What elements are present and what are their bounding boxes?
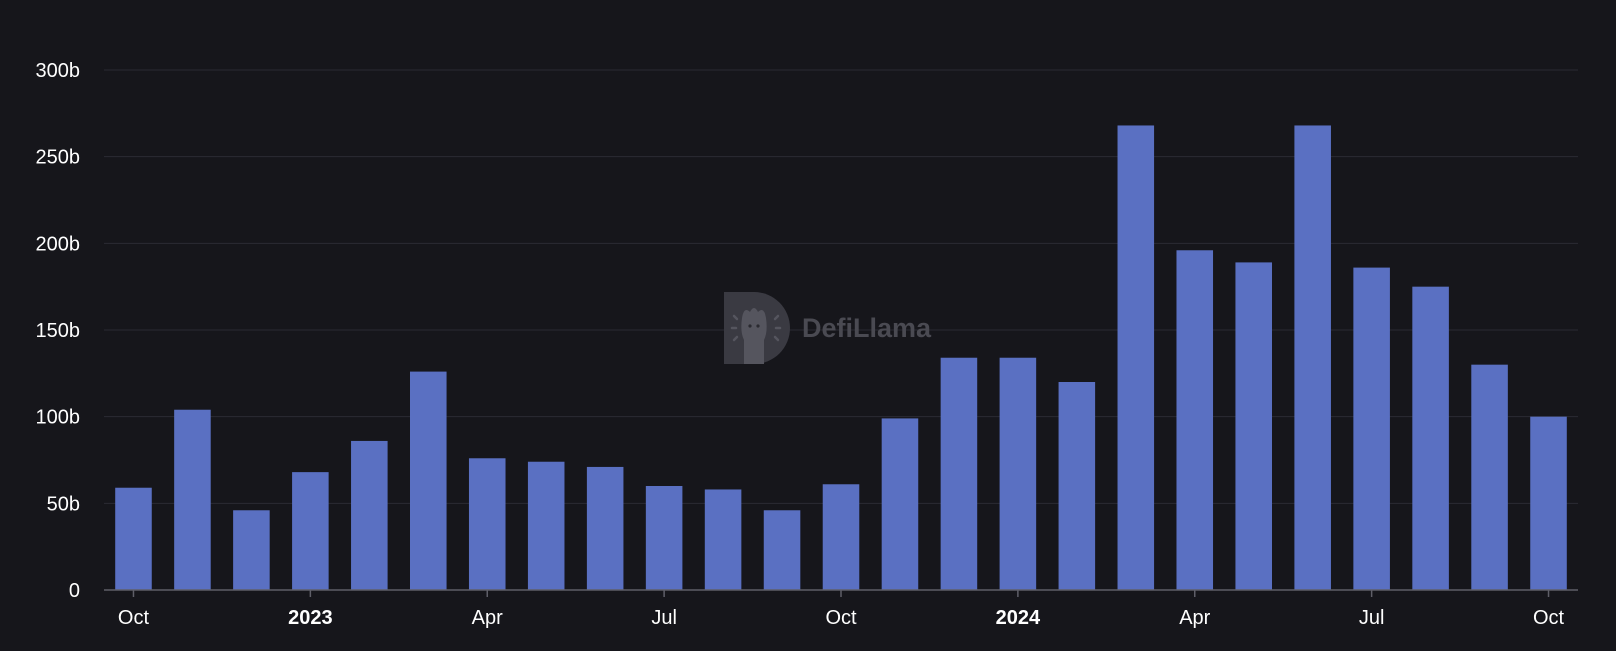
bar: [292, 472, 329, 590]
bar: [115, 487, 152, 590]
bar: [1353, 267, 1390, 590]
y-tick-label: 50b: [47, 493, 80, 515]
bar: [1530, 416, 1567, 590]
x-axis-ticks: Oct 2023 Apr Jul Oct 2024 Apr Jul Oct: [118, 590, 1565, 629]
bar: [940, 357, 978, 590]
x-tick-label: Oct: [118, 607, 150, 629]
bar: [410, 371, 447, 590]
y-tick-label: 100b: [36, 407, 81, 429]
bar: [174, 409, 211, 590]
y-axis-tick-labels: 0 50b 100b 150b 200b 250b 300b: [36, 60, 81, 602]
bar: [351, 440, 388, 590]
y-tick-label: 200b: [36, 233, 81, 255]
bar: [1058, 382, 1096, 590]
bars: [115, 125, 1567, 590]
x-tick-label: Jul: [651, 607, 677, 629]
x-tick-label: 2023: [288, 607, 333, 629]
bar: [1176, 250, 1214, 590]
bar: [763, 510, 801, 590]
bar: [468, 458, 506, 590]
x-tick-label: Jul: [1359, 607, 1385, 629]
x-tick-label: Apr: [472, 607, 503, 629]
x-tick-label: Oct: [1533, 607, 1565, 629]
bar: [1471, 364, 1508, 590]
x-tick-label: Apr: [1179, 607, 1210, 629]
x-tick-label: 2024: [996, 607, 1041, 629]
bar: [1294, 125, 1331, 590]
bar: [527, 461, 565, 590]
y-tick-label: 250b: [36, 147, 81, 169]
bar: [1117, 125, 1155, 590]
bar: [822, 484, 860, 590]
bar: [704, 489, 742, 590]
y-tick-label: 0: [69, 580, 80, 602]
x-tick-label: Oct: [825, 607, 857, 629]
y-tick-label: 150b: [36, 320, 81, 342]
grid-lines: [104, 69, 1578, 504]
bar: [1412, 286, 1449, 590]
bar: [881, 418, 919, 590]
bar: [586, 466, 624, 590]
bar: [1235, 262, 1272, 590]
bar: [233, 510, 270, 590]
y-tick-label: 300b: [36, 60, 81, 82]
bar: [999, 357, 1037, 590]
bar: [645, 486, 683, 590]
